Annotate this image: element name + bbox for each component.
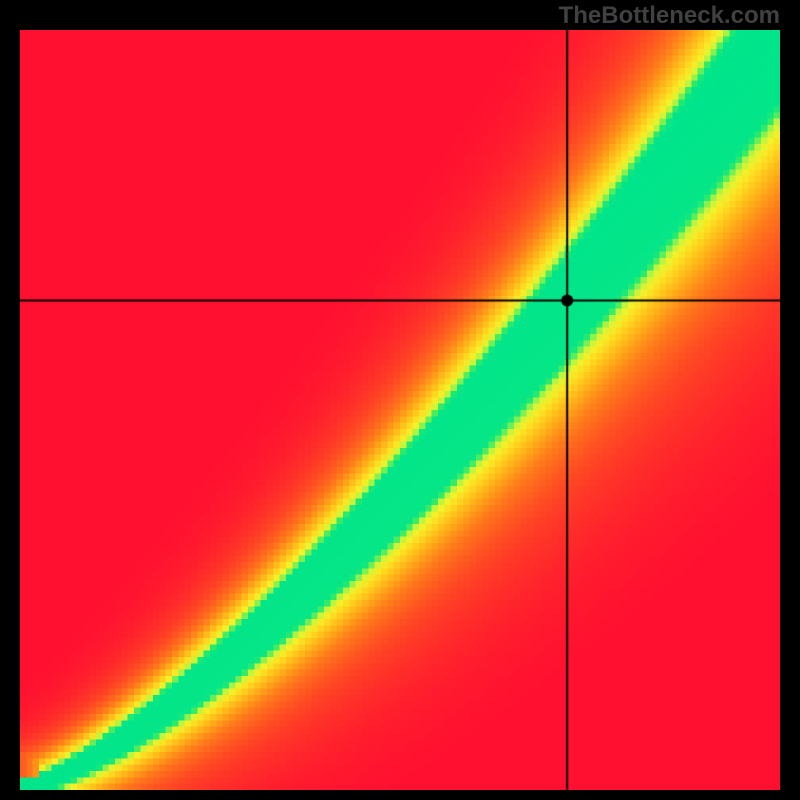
crosshair-overlay [0, 0, 800, 800]
attribution-text: TheBottleneck.com [559, 2, 780, 30]
chart-container: TheBottleneck.com [0, 0, 800, 800]
